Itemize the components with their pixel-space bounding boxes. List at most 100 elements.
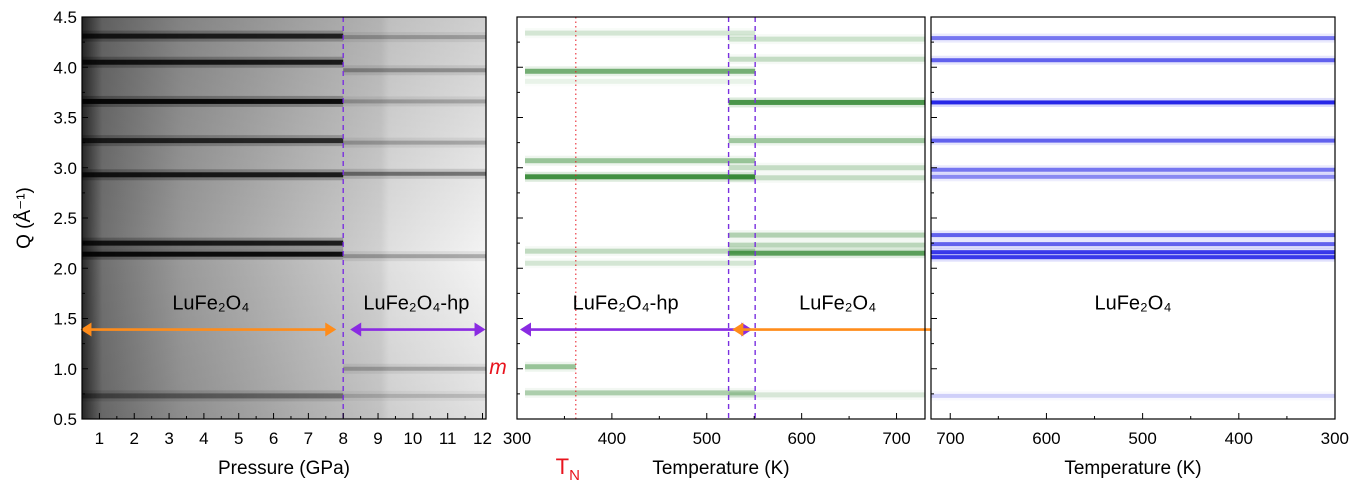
band-high-phase <box>343 140 486 145</box>
x-tick-label: 6 <box>269 429 278 448</box>
band-low-phase <box>525 260 756 266</box>
tn-label: TN <box>556 454 580 484</box>
x-axis-label: Temperature (K) <box>652 458 789 479</box>
band-high-phase-halo <box>728 172 925 183</box>
band-high-phase-halo <box>728 248 925 259</box>
y-axis-label: Q (Å⁻¹) <box>14 187 35 249</box>
arrow-head-left <box>520 322 531 337</box>
band-halo <box>931 165 1335 175</box>
band-low-phase <box>525 364 576 370</box>
y-tick-label: 3.0 <box>53 159 77 178</box>
band <box>931 174 1335 179</box>
y-ticks <box>517 16 523 420</box>
band-low-phase <box>525 248 756 254</box>
y-tick-label: 1.0 <box>53 360 77 379</box>
band <box>931 255 1335 260</box>
x-tick-label: 600 <box>787 429 815 448</box>
y-tick-label: 3.5 <box>53 109 77 128</box>
band-high-phase <box>343 366 486 371</box>
x-tick-label: 3 <box>164 429 173 448</box>
band <box>931 393 1335 398</box>
x-tick-label: 600 <box>1032 429 1060 448</box>
band-halo <box>931 252 1335 262</box>
band-high-phase <box>343 254 486 259</box>
phase-label: LuFe₂O₄ <box>1094 293 1171 315</box>
band-high-phase-halo <box>728 230 925 241</box>
band-low-phase-halo <box>82 135 344 147</box>
band-high-phase <box>728 56 925 62</box>
diffraction-bands <box>82 30 486 402</box>
band-high-phase-halo <box>728 135 925 146</box>
band-low-phase <box>525 68 756 74</box>
band-halo <box>931 97 1335 107</box>
band-low-phase-halo <box>525 155 756 166</box>
x-tick-label: 8 <box>338 429 347 448</box>
phase-label: LuFe₂O₄-hp <box>573 293 679 315</box>
band-low-phase <box>82 59 344 65</box>
transition-lines <box>727 17 756 419</box>
band-halo <box>931 136 1335 146</box>
y-tick-label: 4.5 <box>53 8 77 27</box>
band-low-phase-halo <box>525 171 756 182</box>
band-low-phase <box>82 98 344 104</box>
band-low-phase <box>82 251 344 257</box>
x-ticks: 300 400 500 600 700 <box>503 413 911 448</box>
x-tick-label: 11 <box>439 429 457 448</box>
band-high-phase-halo <box>343 168 486 179</box>
band-low-phase-halo <box>82 95 344 107</box>
phase-label: LuFe₂O₄ <box>799 293 876 315</box>
band-high-phase <box>343 35 486 40</box>
heatmap-background <box>517 17 925 419</box>
band <box>931 167 1335 172</box>
band-high-phase-halo <box>729 34 925 44</box>
diffraction-bands <box>525 28 925 400</box>
band-low-phase <box>525 158 756 164</box>
y-ticks: 0.5 1.0 1.5 2.0 2.5 3.0 3.5 4.0 4.5 <box>53 8 88 429</box>
band-low-phase-halo <box>525 246 756 257</box>
band-high-phase-halo <box>728 97 925 108</box>
band-high-phase <box>728 232 925 238</box>
x-ticks: 1 2 3 4 5 6 7 8 9 10 11 12 <box>95 413 492 448</box>
band-low-phase <box>82 138 344 144</box>
band-low-phase-halo <box>525 28 755 38</box>
x-tick-label: 500 <box>1128 429 1156 448</box>
band-low-phase <box>525 174 756 180</box>
x-tick-label: 400 <box>1225 429 1253 448</box>
band <box>931 36 1335 41</box>
band-halo <box>931 172 1335 182</box>
band-high-phase-halo <box>343 137 486 148</box>
band-high-phase-halo <box>729 390 925 400</box>
panel-cooling: LuFe₂O₄ 700 600 500 400 300 Temperature (K) <box>930 16 1349 479</box>
arrow-head-left <box>350 322 362 337</box>
band-halo <box>931 239 1335 249</box>
band <box>931 233 1335 238</box>
band-low-phase <box>82 172 344 178</box>
band-low-phase-halo <box>82 169 344 181</box>
y-tick-label: 2.5 <box>53 209 77 228</box>
band-high-phase-halo <box>343 96 486 107</box>
y-tick-label: 4.0 <box>53 58 77 77</box>
band-low-phase-halo <box>525 66 756 77</box>
band-low-phase <box>525 30 756 36</box>
band-low-phase-halo <box>82 248 344 260</box>
y-tick-label: 2.0 <box>53 259 77 278</box>
y-tick-label: 0.5 <box>53 410 77 429</box>
arrow-head-right <box>474 322 486 337</box>
x-tick-label: 300 <box>1321 429 1349 448</box>
band-high-phase <box>728 99 925 105</box>
y-ticks <box>931 16 937 420</box>
arrow-head-left <box>80 322 92 337</box>
heatmap-background <box>931 17 1335 419</box>
band <box>931 242 1335 247</box>
band-high-phase <box>343 393 486 398</box>
band-low-phase <box>82 33 344 39</box>
band <box>931 250 1335 255</box>
x-tick-label: 10 <box>403 429 422 448</box>
x-tick-label: 300 <box>503 429 531 448</box>
x-tick-label: 9 <box>373 429 382 448</box>
band-low-phase <box>82 240 344 246</box>
band-high-phase-halo <box>343 32 486 43</box>
band-high-phase-halo <box>343 363 486 374</box>
x-tick-label: 12 <box>473 429 492 448</box>
band-low-phase-halo <box>82 390 344 402</box>
